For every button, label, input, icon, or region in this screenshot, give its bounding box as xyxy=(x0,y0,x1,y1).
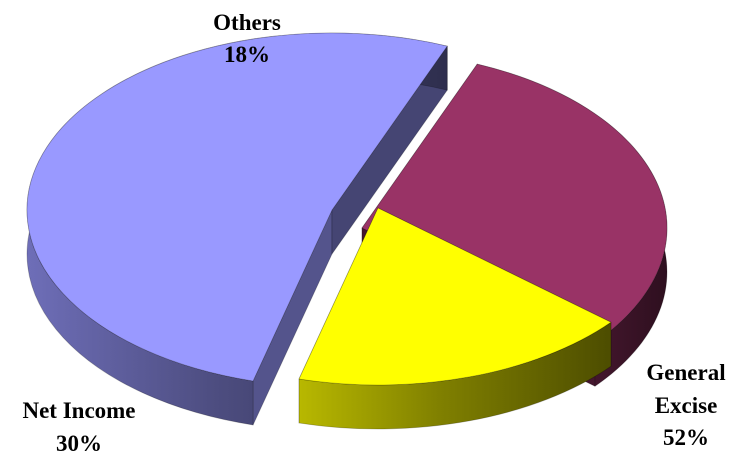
slice-net-income-top xyxy=(361,63,668,343)
slice-label-others-line1: Others xyxy=(213,10,281,35)
slice-others-side xyxy=(298,321,612,430)
slice-label-general-excise-line1: General xyxy=(646,360,725,385)
slice-general-excise-top xyxy=(26,32,448,382)
slice-label-general-excise: General Excise 52% xyxy=(646,360,725,450)
slice-others xyxy=(298,207,612,430)
slice-label-others: Others 18% xyxy=(213,10,281,67)
slice-others-top xyxy=(298,207,612,386)
pie-layer xyxy=(26,32,668,430)
slice-value-net-income: 30% xyxy=(56,431,102,456)
slice-value-general-excise: 52% xyxy=(663,425,709,450)
slice-value-others: 18% xyxy=(224,42,270,67)
slice-general-excise xyxy=(26,32,448,426)
slice-label-net-income: Net Income 30% xyxy=(22,398,135,456)
slice-label-net-income-line1: Net Income xyxy=(22,398,135,423)
slice-label-general-excise-line2: Excise xyxy=(655,393,718,418)
